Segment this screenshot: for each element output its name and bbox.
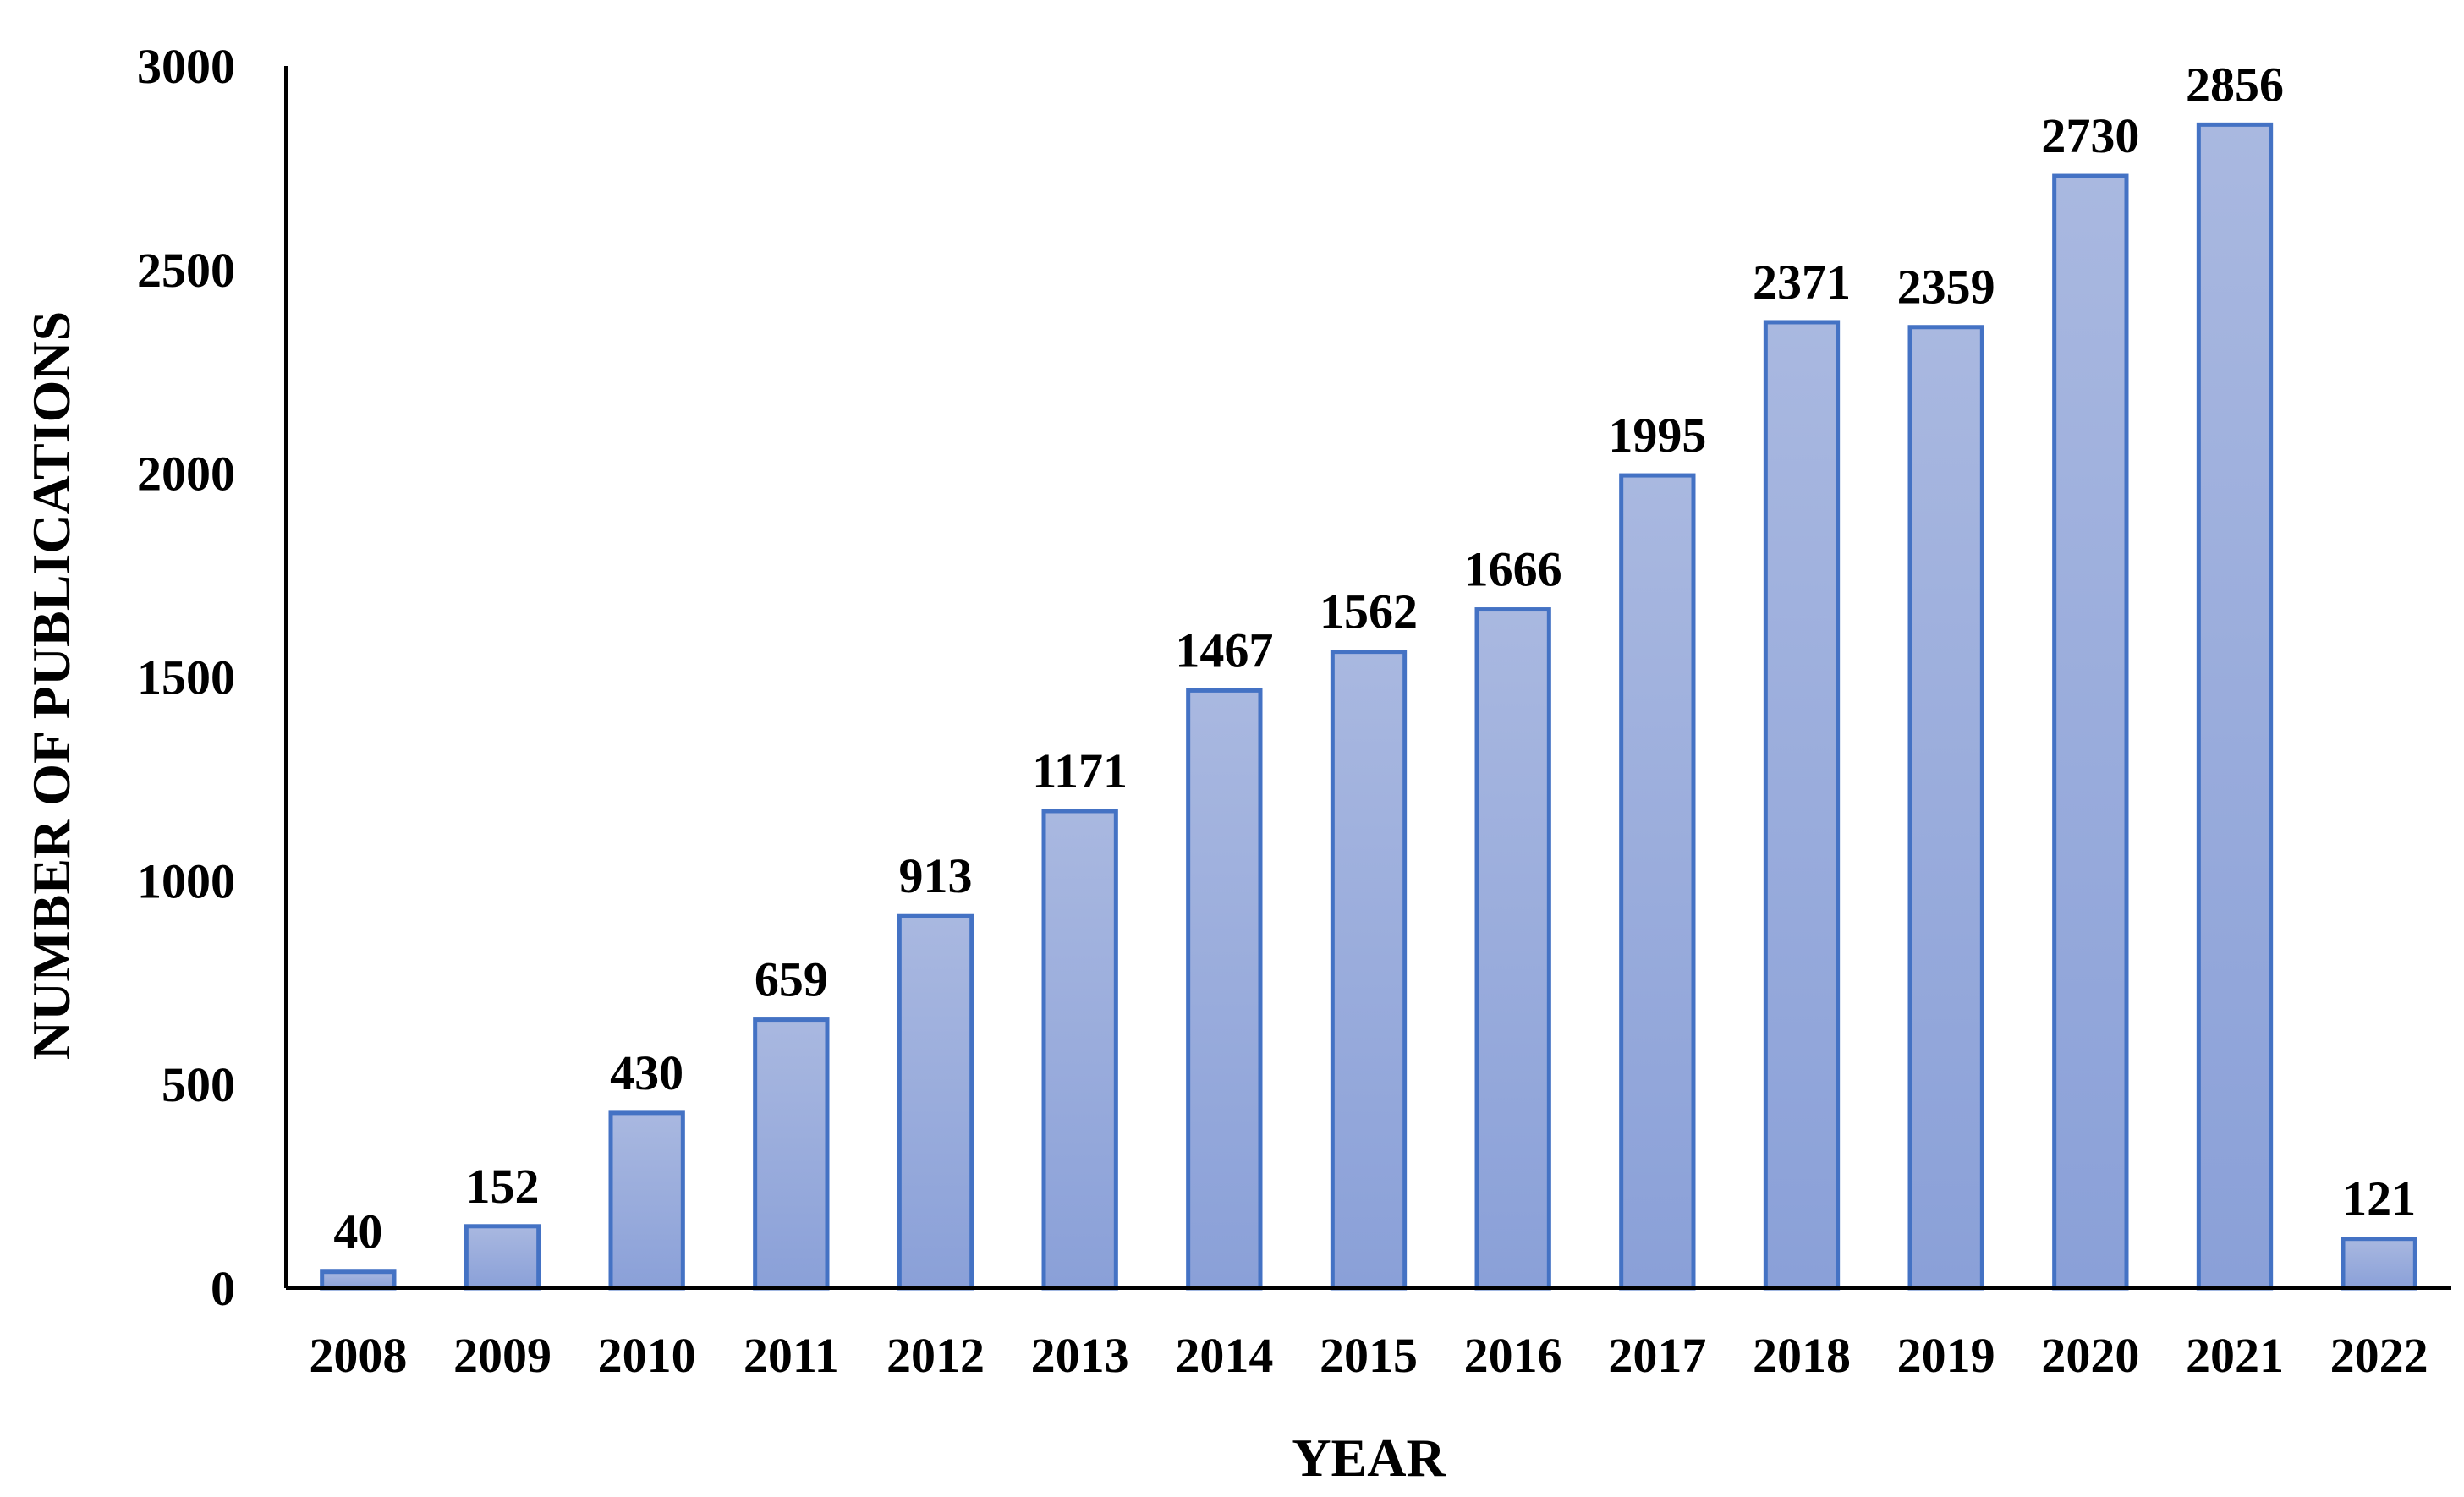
bar-2016 <box>1474 607 1551 1291</box>
data-label-2011: 659 <box>755 952 828 1007</box>
x-tick-label-2016: 2016 <box>1464 1328 1562 1383</box>
data-label-2009: 152 <box>466 1159 540 1214</box>
bar-2009 <box>464 1224 541 1291</box>
x-tick-label-2019: 2019 <box>1897 1328 1995 1383</box>
x-tick-label-2021: 2021 <box>2186 1328 2284 1383</box>
data-label-2022: 121 <box>2342 1171 2416 1226</box>
y-tick-label-0: 0 <box>211 1261 235 1316</box>
y-tick-label-1500: 1500 <box>137 650 235 705</box>
y-tick-label-2500: 2500 <box>137 243 235 298</box>
data-label-2018: 2371 <box>1753 255 1851 310</box>
x-tick-label-2015: 2015 <box>1320 1328 1418 1383</box>
y-axis-title: NUMBER OF PUBLICATIONS <box>21 311 81 1060</box>
x-tick-label-2014: 2014 <box>1175 1328 1273 1383</box>
y-tick-label-3000: 3000 <box>137 39 235 94</box>
data-label-2016: 1666 <box>1464 542 1562 597</box>
data-label-2014: 1467 <box>1175 622 1273 677</box>
x-tick-label-2012: 2012 <box>886 1328 985 1383</box>
x-tick-label-2008: 2008 <box>309 1328 407 1383</box>
bar-2021 <box>2196 122 2274 1291</box>
plot-area: 40 152 430 659 913 1171 1467 1562 1666 1995 2371 23… <box>137 39 2451 1383</box>
data-label-2017: 1995 <box>1608 408 1706 463</box>
data-label-2020: 2730 <box>2041 108 2139 163</box>
data-label-2010: 430 <box>610 1045 683 1100</box>
bar-2017 <box>1619 473 1696 1291</box>
y-tick-label-500: 500 <box>162 1057 235 1112</box>
x-tick-label-2018: 2018 <box>1753 1328 1851 1383</box>
x-tick-label-2017: 2017 <box>1608 1328 1706 1383</box>
bars <box>320 122 2417 1291</box>
data-label-2013: 1171 <box>1032 743 1128 798</box>
data-labels: 40 152 430 659 913 1171 1467 1562 1666 1995 2371 23… <box>333 57 2416 1258</box>
data-label-2008: 40 <box>333 1204 382 1259</box>
x-tick-label-2011: 2011 <box>744 1328 839 1383</box>
bar-2020 <box>2052 173 2129 1291</box>
x-tick-label-2010: 2010 <box>598 1328 696 1383</box>
data-label-2012: 913 <box>899 848 973 903</box>
bar-2010 <box>608 1110 685 1291</box>
bar-2022 <box>2341 1237 2417 1291</box>
x-axis-title: YEAR <box>1292 1428 1446 1488</box>
x-tick-label-2022: 2022 <box>2330 1328 2428 1383</box>
bar-2008 <box>320 1269 397 1291</box>
x-tick-label-2009: 2009 <box>453 1328 552 1383</box>
x-tick-label-2013: 2013 <box>1031 1328 1129 1383</box>
data-label-2019: 2359 <box>1897 260 1995 315</box>
data-label-2021: 2856 <box>2186 57 2284 112</box>
y-tick-labels: 0 500 1000 1500 2000 2500 3000 <box>137 39 235 1316</box>
bar-2014 <box>1186 688 1263 1291</box>
bar-2018 <box>1763 320 1841 1291</box>
bar-2011 <box>753 1017 830 1291</box>
bar-2013 <box>1041 809 1118 1291</box>
y-tick-label-2000: 2000 <box>137 447 235 502</box>
bar-2012 <box>897 913 974 1291</box>
data-label-2015: 1562 <box>1320 584 1418 639</box>
bar-2015 <box>1330 650 1408 1291</box>
x-tick-labels: 2008 2009 2010 2011 2012 2013 2014 2015 2016 2017… <box>309 1328 2428 1383</box>
x-tick-label-2020: 2020 <box>2041 1328 2139 1383</box>
bar-2019 <box>1907 325 1984 1291</box>
y-tick-label-1000: 1000 <box>137 853 235 908</box>
